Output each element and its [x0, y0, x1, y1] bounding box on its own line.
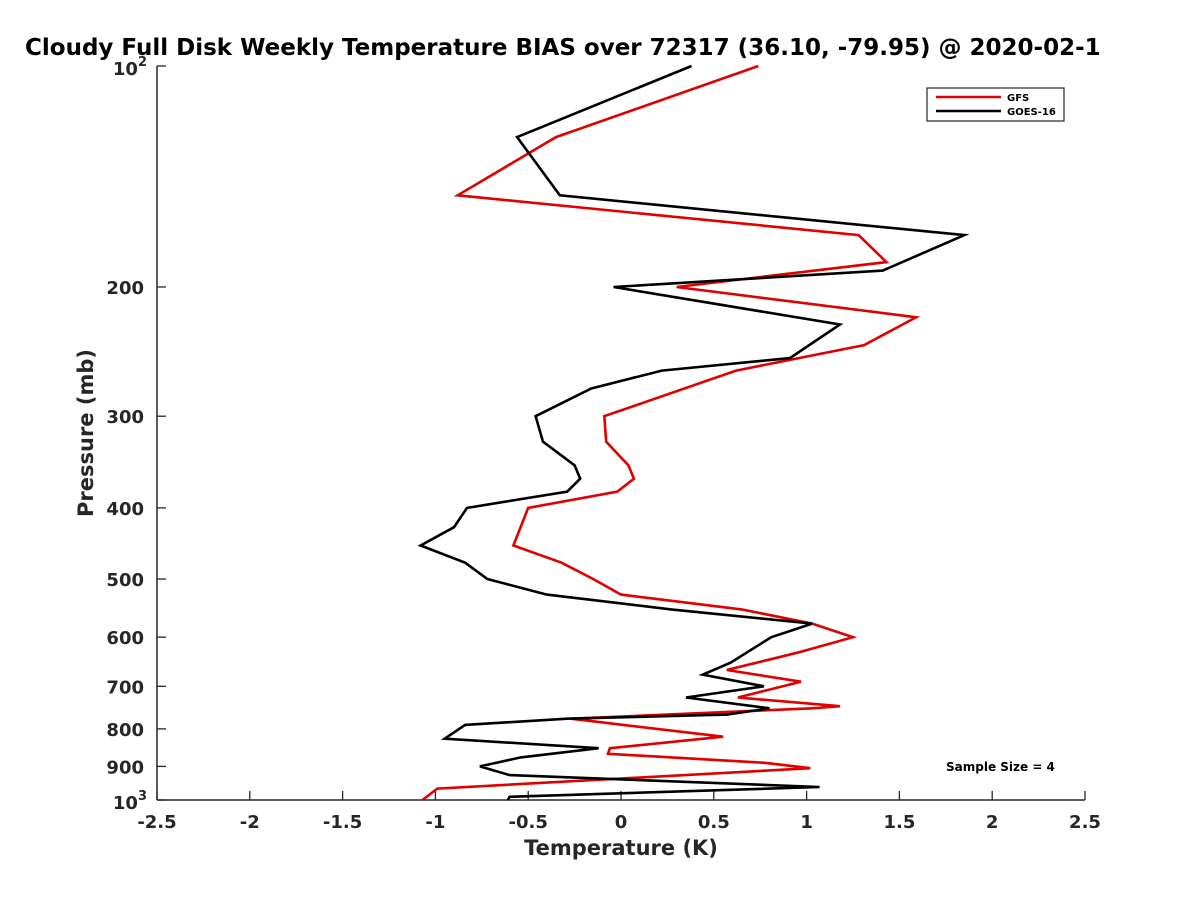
y-tick-label: 900: [106, 757, 144, 778]
legend-box: [926, 87, 1065, 122]
axes: -2.5 -2 -1.5 -1 -0.5 0 0.5 1 1.5 2 2.5 102 200 300 400…: [106, 55, 1101, 833]
x-tick-label: 2: [986, 812, 999, 833]
x-tick-label: 0.5: [698, 812, 730, 833]
legend-label-gfs: GFS: [1007, 93, 1029, 104]
y-tick-label: 700: [106, 677, 144, 698]
y-tick-label: 500: [106, 570, 144, 591]
x-tick-label: -2.5: [137, 812, 176, 833]
legend-label-goes-16: GOES-16: [1007, 107, 1056, 118]
legend: GFS GOES-16: [926, 87, 1065, 122]
series-line-gfs: [421, 64, 921, 802]
series-lines: [417, 64, 970, 802]
chart-title: Cloudy Full Disk Weekly Temperature BIAS…: [25, 35, 1101, 61]
x-tick-label: -1: [425, 812, 445, 833]
x-axis-label: Temperature (K): [524, 836, 718, 860]
series-line-goes-16: [417, 64, 970, 801]
y-tick-label: 200: [106, 278, 144, 299]
x-tick-label: -1.5: [323, 812, 362, 833]
x-tick-label: -0.5: [509, 812, 548, 833]
x-tick-label: 1.5: [883, 812, 915, 833]
x-tick-label: -2: [240, 812, 260, 833]
sample-size-annotation: Sample Size = 4: [946, 760, 1055, 774]
x-tick-label: 1: [800, 812, 813, 833]
y-tick-label: 400: [106, 499, 144, 520]
y-tick-label: 300: [106, 407, 144, 428]
y-tick-label: 103: [113, 789, 147, 814]
x-tick-label: 2.5: [1069, 812, 1101, 833]
y-tick-label: 102: [113, 55, 147, 80]
y-axis-label: Pressure (mb): [74, 349, 98, 517]
x-tick-label: 0: [615, 812, 628, 833]
y-tick-label: 800: [106, 720, 144, 741]
y-tick-label: 600: [106, 628, 144, 649]
